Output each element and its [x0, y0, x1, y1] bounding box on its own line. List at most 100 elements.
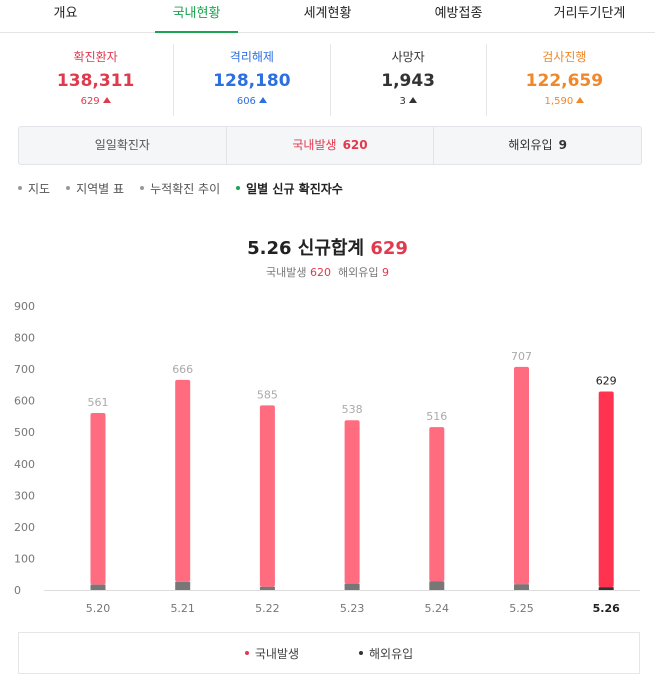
title-total: 629	[370, 238, 408, 259]
bar-domestic	[259, 405, 275, 587]
y-tick-label: 500	[14, 426, 35, 439]
bar-overseas	[598, 587, 614, 590]
daily-domestic: 국내발생 620	[227, 127, 435, 164]
y-tick-label: 200	[14, 521, 35, 534]
stat-value: 1,943	[381, 71, 436, 91]
up-triangle-icon	[258, 97, 267, 103]
subnav-label: 지도	[28, 182, 51, 196]
daily-cases-chart: 0 100 200 300 400 500 600 700 800 900 561 5.20 666 5.…	[14, 300, 640, 615]
subtitle-domestic-label: 국내발생	[266, 266, 307, 279]
stat-change: 1,590	[487, 96, 642, 107]
bullet-icon	[140, 186, 145, 190]
y-tick-label: 700	[14, 363, 35, 376]
bar-domestic	[90, 412, 106, 585]
daily-overseas-label: 해외유입	[508, 138, 553, 152]
bullet-icon	[66, 186, 71, 190]
bar-total-label: 707	[511, 350, 532, 363]
bar-total-label: 561	[88, 396, 109, 409]
tab-world[interactable]: 세계현황	[303, 6, 352, 21]
stat-change-value: 3	[399, 96, 406, 107]
legend-label: 국내발생	[254, 646, 299, 661]
bar-overseas	[429, 581, 445, 590]
y-tick-label: 400	[14, 458, 35, 471]
stats-panel: 확진환자 138,311 629 격리해제 128,180 606 사망자 1,…	[18, 44, 642, 116]
stat-confirmed: 확진환자 138,311 629	[18, 44, 175, 116]
daily-overseas-value: 9	[558, 138, 567, 152]
bullet-icon	[18, 186, 22, 190]
subnav-map[interactable]: 지도	[18, 180, 50, 200]
daily-domestic-value: 620	[342, 138, 368, 152]
daily-summary-bar: 일일확진자 국내발생 620 해외유입 9	[18, 126, 642, 165]
legend-domestic[interactable]: 국내발생	[244, 645, 299, 662]
stat-value: 122,659	[525, 71, 604, 91]
bar-domestic	[514, 366, 529, 585]
x-tick-label: 5.22	[255, 602, 280, 615]
bar-overseas	[90, 584, 106, 590]
bullet-icon	[236, 186, 241, 190]
stat-deaths: 사망자 1,943 3	[331, 44, 487, 116]
bar-domestic	[175, 379, 191, 582]
chart-subnav: 지도 지역별 표 누적확진 추이 일별 신규 확진자수	[18, 180, 359, 200]
subtitle-domestic-value: 620	[310, 266, 331, 279]
y-tick-label: 600	[14, 395, 35, 408]
stat-change-value: 606	[236, 96, 256, 107]
subnav-label: 일별 신규 확진자수	[246, 182, 343, 196]
tab-domestic[interactable]: 국내현황	[131, 0, 262, 33]
stat-label: 사망자	[391, 50, 425, 64]
bar-total-label: 538	[342, 403, 363, 416]
bar-total-label: 585	[257, 388, 278, 401]
stat-testing: 검사진행 122,659 1,590	[487, 44, 642, 116]
x-tick-label: 5.26	[593, 602, 620, 615]
x-tick-label: 5.23	[340, 602, 365, 615]
up-triangle-icon	[102, 97, 111, 103]
y-tick-label: 100	[14, 552, 35, 565]
x-tick-label: 5.20	[86, 602, 111, 615]
chart-legend: 국내발생 해외유입	[18, 632, 640, 674]
up-triangle-icon	[576, 97, 585, 103]
x-tick-label: 5.24	[425, 602, 450, 615]
subtitle-overseas-value: 9	[381, 266, 389, 279]
chart-title: 5.26 신규합계 629	[0, 234, 655, 260]
up-triangle-icon	[408, 97, 417, 103]
legend-dot-icon	[244, 650, 249, 655]
stat-value: 128,180	[213, 71, 291, 91]
stat-label: 검사진행	[542, 50, 587, 64]
stat-change-value: 629	[80, 96, 100, 107]
subnav-label: 지역별 표	[76, 182, 125, 196]
legend-label: 해외유입	[369, 646, 414, 661]
x-tick-label: 5.25	[509, 602, 534, 615]
legend-overseas[interactable]: 해외유입	[359, 645, 413, 662]
stat-released: 격리해제 128,180 606	[174, 44, 331, 116]
tab-vaccination[interactable]: 예방접종	[434, 6, 483, 21]
bar-domestic	[344, 420, 360, 584]
stat-change-value: 1,590	[544, 96, 574, 107]
subnav-daily-new[interactable]: 일별 신규 확진자수	[236, 180, 343, 200]
stat-change: 629	[18, 96, 173, 107]
stat-change: 606	[174, 96, 329, 107]
tab-overview[interactable]: 개요	[53, 6, 78, 21]
bar-total-label: 516	[426, 410, 447, 423]
y-tick-label: 900	[14, 300, 35, 313]
stat-label: 격리해제	[229, 50, 274, 64]
stat-change: 3	[331, 96, 486, 107]
subnav-cumulative-trend[interactable]: 누적확진 추이	[140, 180, 220, 200]
bar-overseas	[175, 581, 191, 590]
stat-value: 138,311	[56, 71, 135, 91]
legend-dot-icon	[359, 650, 363, 655]
y-tick-label: 0	[14, 584, 21, 597]
bar-domestic	[429, 427, 445, 582]
tab-distancing[interactable]: 거리두기단계	[553, 6, 626, 21]
subtitle-overseas-label: 해외유입	[338, 266, 379, 279]
bar-overseas	[259, 586, 275, 590]
y-tick-label: 800	[14, 332, 35, 345]
daily-label: 일일확진자	[19, 127, 227, 164]
x-tick-label: 5.21	[170, 602, 195, 615]
y-tick-label: 300	[14, 489, 35, 502]
subnav-label: 누적확진 추이	[150, 182, 221, 196]
subnav-region-table[interactable]: 지역별 표	[66, 180, 124, 200]
bar-overseas	[514, 584, 529, 590]
daily-overseas: 해외유입 9	[434, 127, 641, 164]
title-date: 5.26	[247, 238, 292, 259]
chart-subtitle: 국내발생 620 해외유입 9	[0, 264, 655, 280]
bar-overseas	[344, 583, 360, 590]
